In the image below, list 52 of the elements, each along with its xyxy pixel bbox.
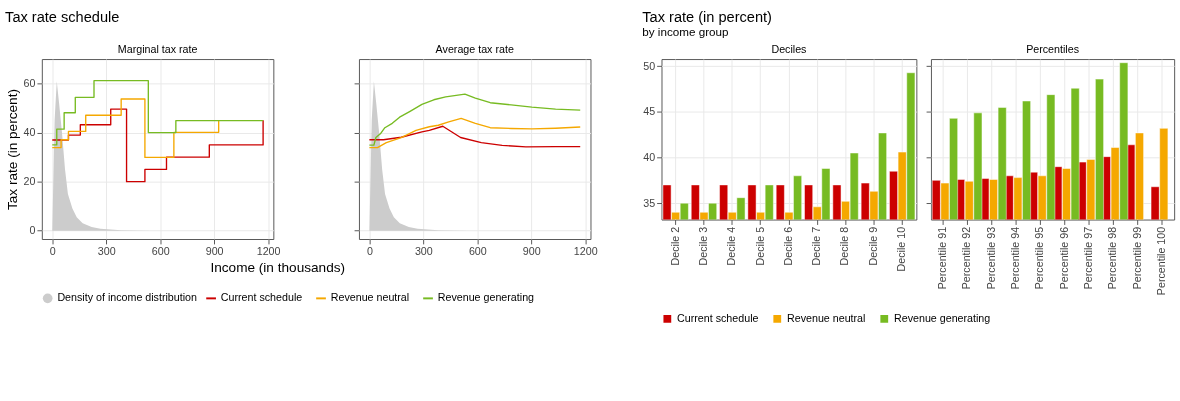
- legend-label: Current schedule: [677, 311, 759, 324]
- x-axis-title: Income (in thousands): [210, 259, 346, 275]
- chart-title: Average tax rate: [435, 43, 514, 56]
- x-tick-label: 900: [205, 245, 224, 258]
- chart-title: Marginal tax rate: [117, 43, 198, 56]
- legend-label: Revenue generating: [894, 311, 991, 324]
- x-tick-label: 900: [522, 245, 541, 258]
- x-tick-label: Percentile 97: [1081, 226, 1094, 290]
- legend-label: Revenue neutral: [330, 291, 410, 304]
- y-tick-label: 20: [23, 175, 36, 188]
- text: Tax rate (in percent): [642, 8, 772, 25]
- chart-title: Percentiles: [1026, 43, 1079, 56]
- y-tick-label: 50: [643, 59, 656, 72]
- chart-title: Deciles: [771, 43, 807, 56]
- x-tick-label: Decile 9: [866, 226, 879, 266]
- x-tick-label: Decile 5: [753, 226, 766, 266]
- legend-label: Revenue neutral: [786, 311, 866, 324]
- x-tick-label: 1200: [573, 245, 598, 258]
- legend-label: Current schedule: [220, 291, 303, 304]
- legend-label: Revenue generating: [437, 291, 535, 304]
- y-tick-label: 40: [23, 126, 36, 139]
- x-tick-label: 0: [49, 245, 56, 258]
- x-tick-label: Decile 4: [725, 226, 738, 266]
- x-tick-label: Percentile 91: [936, 226, 949, 290]
- x-tick-label: Decile 10: [895, 226, 908, 272]
- x-tick-label: 0: [366, 245, 373, 258]
- x-tick-label: Percentile 96: [1057, 226, 1070, 290]
- x-tick-label: Percentile 94: [1009, 226, 1021, 290]
- text: Tax rate schedule: [5, 8, 120, 25]
- y-tick-label: 35: [643, 196, 656, 209]
- x-tick-label: Percentile 92: [960, 226, 973, 290]
- x-tick-label: Decile 2: [668, 226, 681, 266]
- text: by income group: [642, 25, 729, 39]
- x-tick-label: Percentile 100: [1154, 226, 1167, 296]
- x-tick-label: 600: [151, 245, 170, 258]
- x-tick-label: Decile 8: [838, 226, 851, 266]
- legend-label: Density of income distribution: [57, 291, 198, 304]
- y-tick-label: 40: [643, 150, 656, 163]
- x-tick-label: 300: [97, 245, 116, 258]
- y-tick-label: 45: [643, 105, 656, 118]
- x-tick-label: Percentile 98: [1106, 226, 1119, 290]
- x-tick-label: Percentile 99: [1130, 226, 1143, 290]
- x-tick-label: 1200: [256, 245, 281, 258]
- y-axis-title: Tax rate (in percent): [4, 89, 20, 211]
- x-tick-label: Decile 6: [781, 226, 794, 266]
- y-tick-label: 60: [23, 76, 36, 89]
- x-tick-label: 600: [468, 245, 487, 258]
- x-tick-label: Decile 7: [810, 226, 823, 266]
- x-tick-label: Decile 3: [696, 226, 709, 266]
- x-tick-label: Percentile 95: [1033, 226, 1046, 290]
- x-tick-label: 300: [414, 245, 433, 258]
- x-tick-label: Percentile 93: [984, 226, 997, 290]
